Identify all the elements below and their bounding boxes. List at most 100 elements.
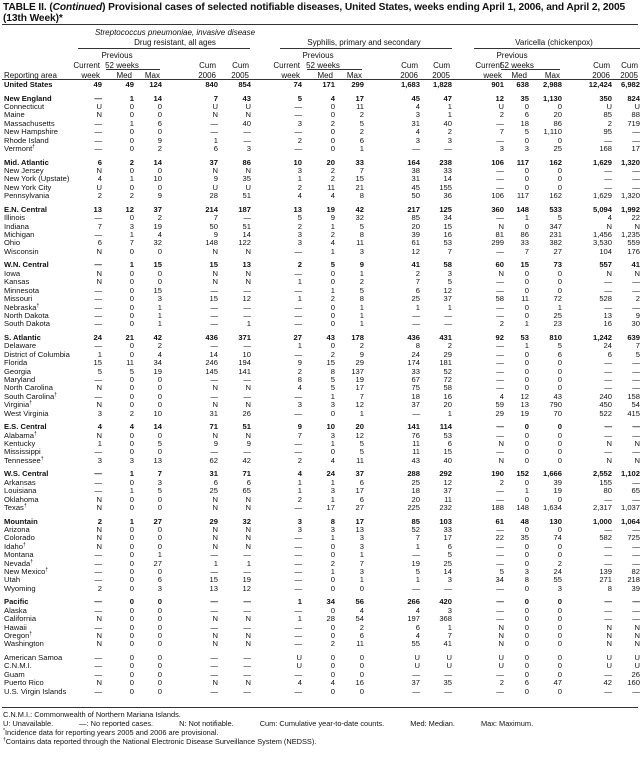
- table-row: New York City U 0 0 U U 2 11 21 45 155 — 0 0 — —: [2, 182, 640, 192]
- reporting-area-label: Ohio: [4, 238, 21, 248]
- value-cell: —: [496, 277, 504, 287]
- region-row: United States 49 49 124 840 854 74 171 299 1,683 1…: [2, 80, 640, 89]
- value-cell: 0: [330, 622, 335, 632]
- cum-header: Cum: [199, 61, 216, 70]
- value-cell: 21: [355, 182, 364, 192]
- value-cell: 3: [330, 400, 335, 410]
- value-cell: 49: [93, 80, 102, 89]
- value-cell: 0: [557, 383, 562, 393]
- value-cell: 0: [157, 383, 162, 393]
- cum-header: Cum: [433, 61, 450, 70]
- value-cell: 26: [242, 408, 251, 418]
- value-cell: 0: [129, 631, 134, 641]
- value-cell: 160: [627, 678, 640, 688]
- value-cell: 0: [524, 558, 529, 568]
- value-cell: 0: [557, 525, 562, 534]
- value-cell: 0: [524, 622, 529, 632]
- value-cell: 2,317: [592, 503, 612, 512]
- value-cell: 1: [359, 144, 364, 154]
- value-cell: N: [245, 268, 251, 278]
- value-cell: 41: [411, 260, 420, 270]
- value-cell: —: [496, 686, 504, 696]
- value-cell: —: [94, 669, 102, 679]
- value-cell: 0: [524, 374, 529, 384]
- value-cell: 31: [411, 174, 420, 184]
- value-cell: 9: [157, 135, 162, 145]
- value-cell: 52: [411, 525, 420, 534]
- value-cell: 60: [495, 260, 504, 270]
- value-cell: 6: [607, 349, 612, 359]
- value-cell: 15: [209, 575, 218, 585]
- value-cell: N: [212, 639, 218, 649]
- value-cell: 0: [330, 319, 335, 329]
- value-cell: N: [96, 277, 102, 287]
- reporting-area-label: New Mexico: [4, 567, 46, 577]
- reporting-area-label: California: [4, 614, 37, 624]
- value-cell: 106: [491, 157, 504, 167]
- value-cell: —: [94, 319, 102, 329]
- value-cell: 47: [443, 93, 452, 103]
- value-cell: 0: [129, 558, 134, 568]
- value-cell: 7: [359, 166, 364, 176]
- legend-cum: Cum: Cumulative year-to-date counts.: [259, 719, 385, 728]
- reporting-area-cell: California: [2, 615, 80, 623]
- value-cell: 2: [297, 494, 302, 504]
- value-cell: —: [496, 374, 504, 384]
- reporting-area-label: Montana: [4, 550, 34, 560]
- reporting-area-cell: New Hampshire: [2, 128, 80, 136]
- value-cell: 24: [553, 567, 562, 577]
- value-cell: 6: [213, 477, 218, 487]
- value-cell: 14: [153, 157, 162, 167]
- reporting-area-cell: Hawaii: [2, 623, 80, 632]
- legend-max: Max: Maximum.: [480, 719, 534, 728]
- value-cell: 7: [297, 430, 302, 440]
- value-cell: 141: [407, 422, 420, 432]
- reporting-area-label: W.N. Central: [4, 260, 49, 270]
- table-row: Illinois — 0 2 7 — 5 9 32 85 34 — 1 5 4 22: [2, 213, 640, 223]
- value-cell: 5: [157, 486, 162, 496]
- value-cell: 1: [415, 302, 420, 312]
- value-cell: 0: [129, 383, 134, 393]
- value-cell: N: [212, 541, 218, 551]
- value-cell: 0: [129, 686, 134, 696]
- value-cell: U: [498, 661, 504, 671]
- value-cell: 0: [330, 686, 335, 696]
- reporting-area-label: Pacific: [4, 597, 29, 607]
- value-cell: 48: [520, 516, 529, 526]
- value-cell: N: [96, 639, 102, 649]
- value-cell: U: [606, 102, 612, 111]
- value-cell: 7: [97, 221, 102, 231]
- weeks52-underline: [501, 69, 560, 70]
- value-cell: 53: [443, 238, 452, 248]
- value-cell: 6: [97, 157, 102, 167]
- value-cell: 19: [520, 408, 529, 418]
- value-cell: 0: [557, 541, 562, 551]
- value-cell: 0: [557, 661, 562, 671]
- value-cell: —: [210, 319, 218, 329]
- value-cell: 4: [97, 422, 102, 432]
- reporting-area-cell: Pennsylvania: [2, 192, 80, 200]
- value-cell: 22: [631, 213, 640, 223]
- reporting-area-cell: W.S. Central: [2, 470, 80, 478]
- value-cell: 4: [129, 422, 134, 432]
- reporting-area-cell: South Dakota: [2, 320, 80, 328]
- value-cell: 436: [407, 332, 420, 342]
- current-header: Current: [475, 61, 502, 70]
- cum-header: Cum: [593, 61, 610, 70]
- value-cell: 19: [153, 366, 162, 376]
- reporting-area-label: Oklahoma: [4, 494, 39, 504]
- med-header: Med: [317, 71, 333, 80]
- value-cell: 719: [627, 118, 640, 128]
- table-row: Colorado N 0 0 N N — 1 3 7 17 22 35 74 582 725: [2, 533, 640, 542]
- value-cell: —: [294, 246, 302, 256]
- value-cell: —: [210, 622, 218, 632]
- reporting-area-cell: Georgia: [2, 367, 80, 376]
- value-cell: N: [212, 268, 218, 278]
- value-cell: 3: [557, 583, 562, 593]
- value-cell: 0: [129, 144, 134, 154]
- value-cell: 0: [157, 541, 162, 551]
- value-cell: 49: [125, 80, 134, 89]
- table-row: South Carolina† — 0 0 — — — 1 7 18 16 4 12 43 240 158: [2, 392, 640, 401]
- legend-n: N: Not notifiable.: [179, 719, 234, 728]
- value-cell: 13: [520, 400, 529, 410]
